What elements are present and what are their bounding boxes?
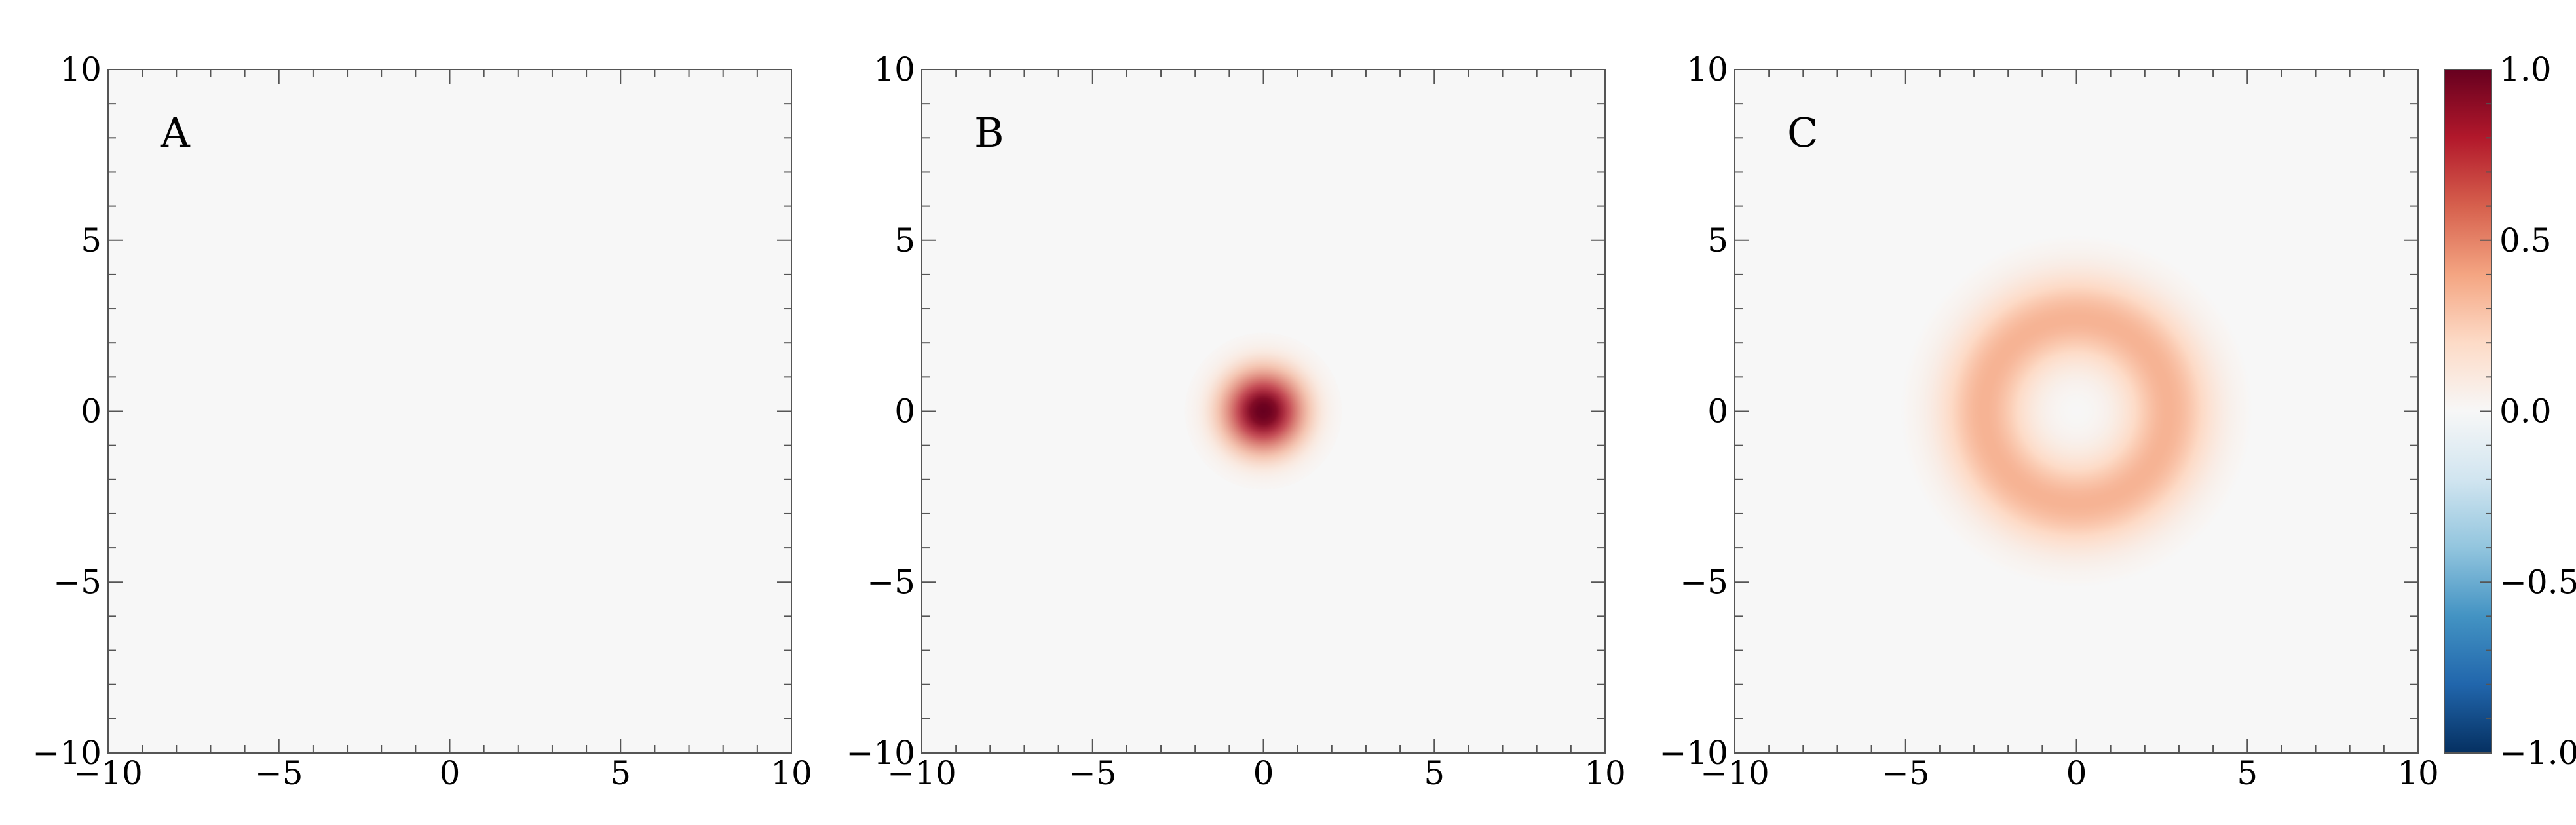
panel-label: B: [974, 109, 1004, 157]
x-tick-label: −5: [1069, 754, 1117, 792]
colorbar-tick-label: 1.0: [2499, 50, 2552, 88]
y-tick-label: 5: [1707, 221, 1728, 259]
x-tick-label: 10: [1584, 754, 1626, 792]
colorbar-tick-label: −0.5: [2499, 563, 2576, 601]
y-tick-label: −5: [53, 563, 102, 601]
y-tick-label: 5: [894, 221, 915, 259]
y-tick-label: −5: [1680, 563, 1728, 601]
x-tick-label: 0: [1253, 754, 1274, 792]
x-tick-labels: −10 −5 0 5 10: [1700, 754, 2439, 792]
y-tick-labels: −10 −5 0 5 10: [1659, 50, 1728, 772]
x-tick-label: −10: [887, 754, 957, 792]
x-tick-label: 10: [2397, 754, 2439, 792]
x-tick-label: −5: [255, 754, 303, 792]
y-tick-label: 10: [873, 50, 915, 88]
panel-label: C: [1787, 109, 1818, 157]
y-tick-label: 5: [81, 221, 102, 259]
axis-ticks: [1734, 69, 2419, 754]
panel-a: −10 −5 0 5 10 −10 −5 0 5 10 A: [32, 50, 812, 792]
y-tick-label: 0: [1707, 393, 1728, 431]
y-tick-label: 0: [81, 393, 102, 431]
x-tick-label: 0: [2066, 754, 2087, 792]
axis-ticks: [107, 69, 792, 754]
y-tick-label: 10: [1686, 50, 1728, 88]
y-tick-labels: −10 −5 0 5 10: [846, 50, 915, 772]
x-tick-label: 5: [2237, 754, 2258, 792]
x-tick-label: −10: [73, 754, 143, 792]
panel-label: A: [160, 109, 191, 157]
y-tick-label: −10: [1659, 734, 1728, 772]
colorbar-tick-label: −1.0: [2499, 734, 2576, 772]
axis-ticks: [921, 69, 1606, 754]
x-tick-label: 0: [440, 754, 461, 792]
x-tick-label: 10: [770, 754, 812, 792]
colorbar-tick-label: 0.0: [2499, 393, 2552, 431]
y-tick-labels: −10 −5 0 5 10: [32, 50, 102, 772]
x-tick-label: 5: [1424, 754, 1445, 792]
y-tick-label: −10: [846, 734, 915, 772]
colorbar: 1.0 0.5 0.0 −0.5 −1.0: [2444, 50, 2576, 772]
x-tick-labels: −10 −5 0 5 10: [887, 754, 1626, 792]
panel-c: −10 −5 0 5 10 −10 −5 0 5 10 C: [1659, 50, 2438, 792]
heatmap-area: [1734, 69, 2419, 754]
y-tick-label: −10: [32, 734, 102, 772]
y-tick-label: −5: [867, 563, 915, 601]
heatmap-ring: [1899, 234, 2254, 588]
heatmap-area: [107, 69, 792, 754]
x-tick-label: −10: [1700, 754, 1770, 792]
y-tick-label: 10: [60, 50, 102, 88]
panel-b: −10 −5 0 5 10 −10 −5 0 5 10 B: [846, 50, 1625, 792]
heatmap-blob: [1184, 332, 1342, 490]
y-tick-label: 0: [894, 393, 915, 431]
colorbar-ticks: [2480, 69, 2491, 754]
x-tick-label: −5: [1882, 754, 1930, 792]
x-tick-label: 5: [610, 754, 631, 792]
x-tick-labels: −10 −5 0 5 10: [73, 754, 812, 792]
heatmap-background: [108, 69, 791, 753]
colorbar-tick-label: 0.5: [2499, 221, 2552, 259]
heatmap-area: [921, 69, 1606, 754]
